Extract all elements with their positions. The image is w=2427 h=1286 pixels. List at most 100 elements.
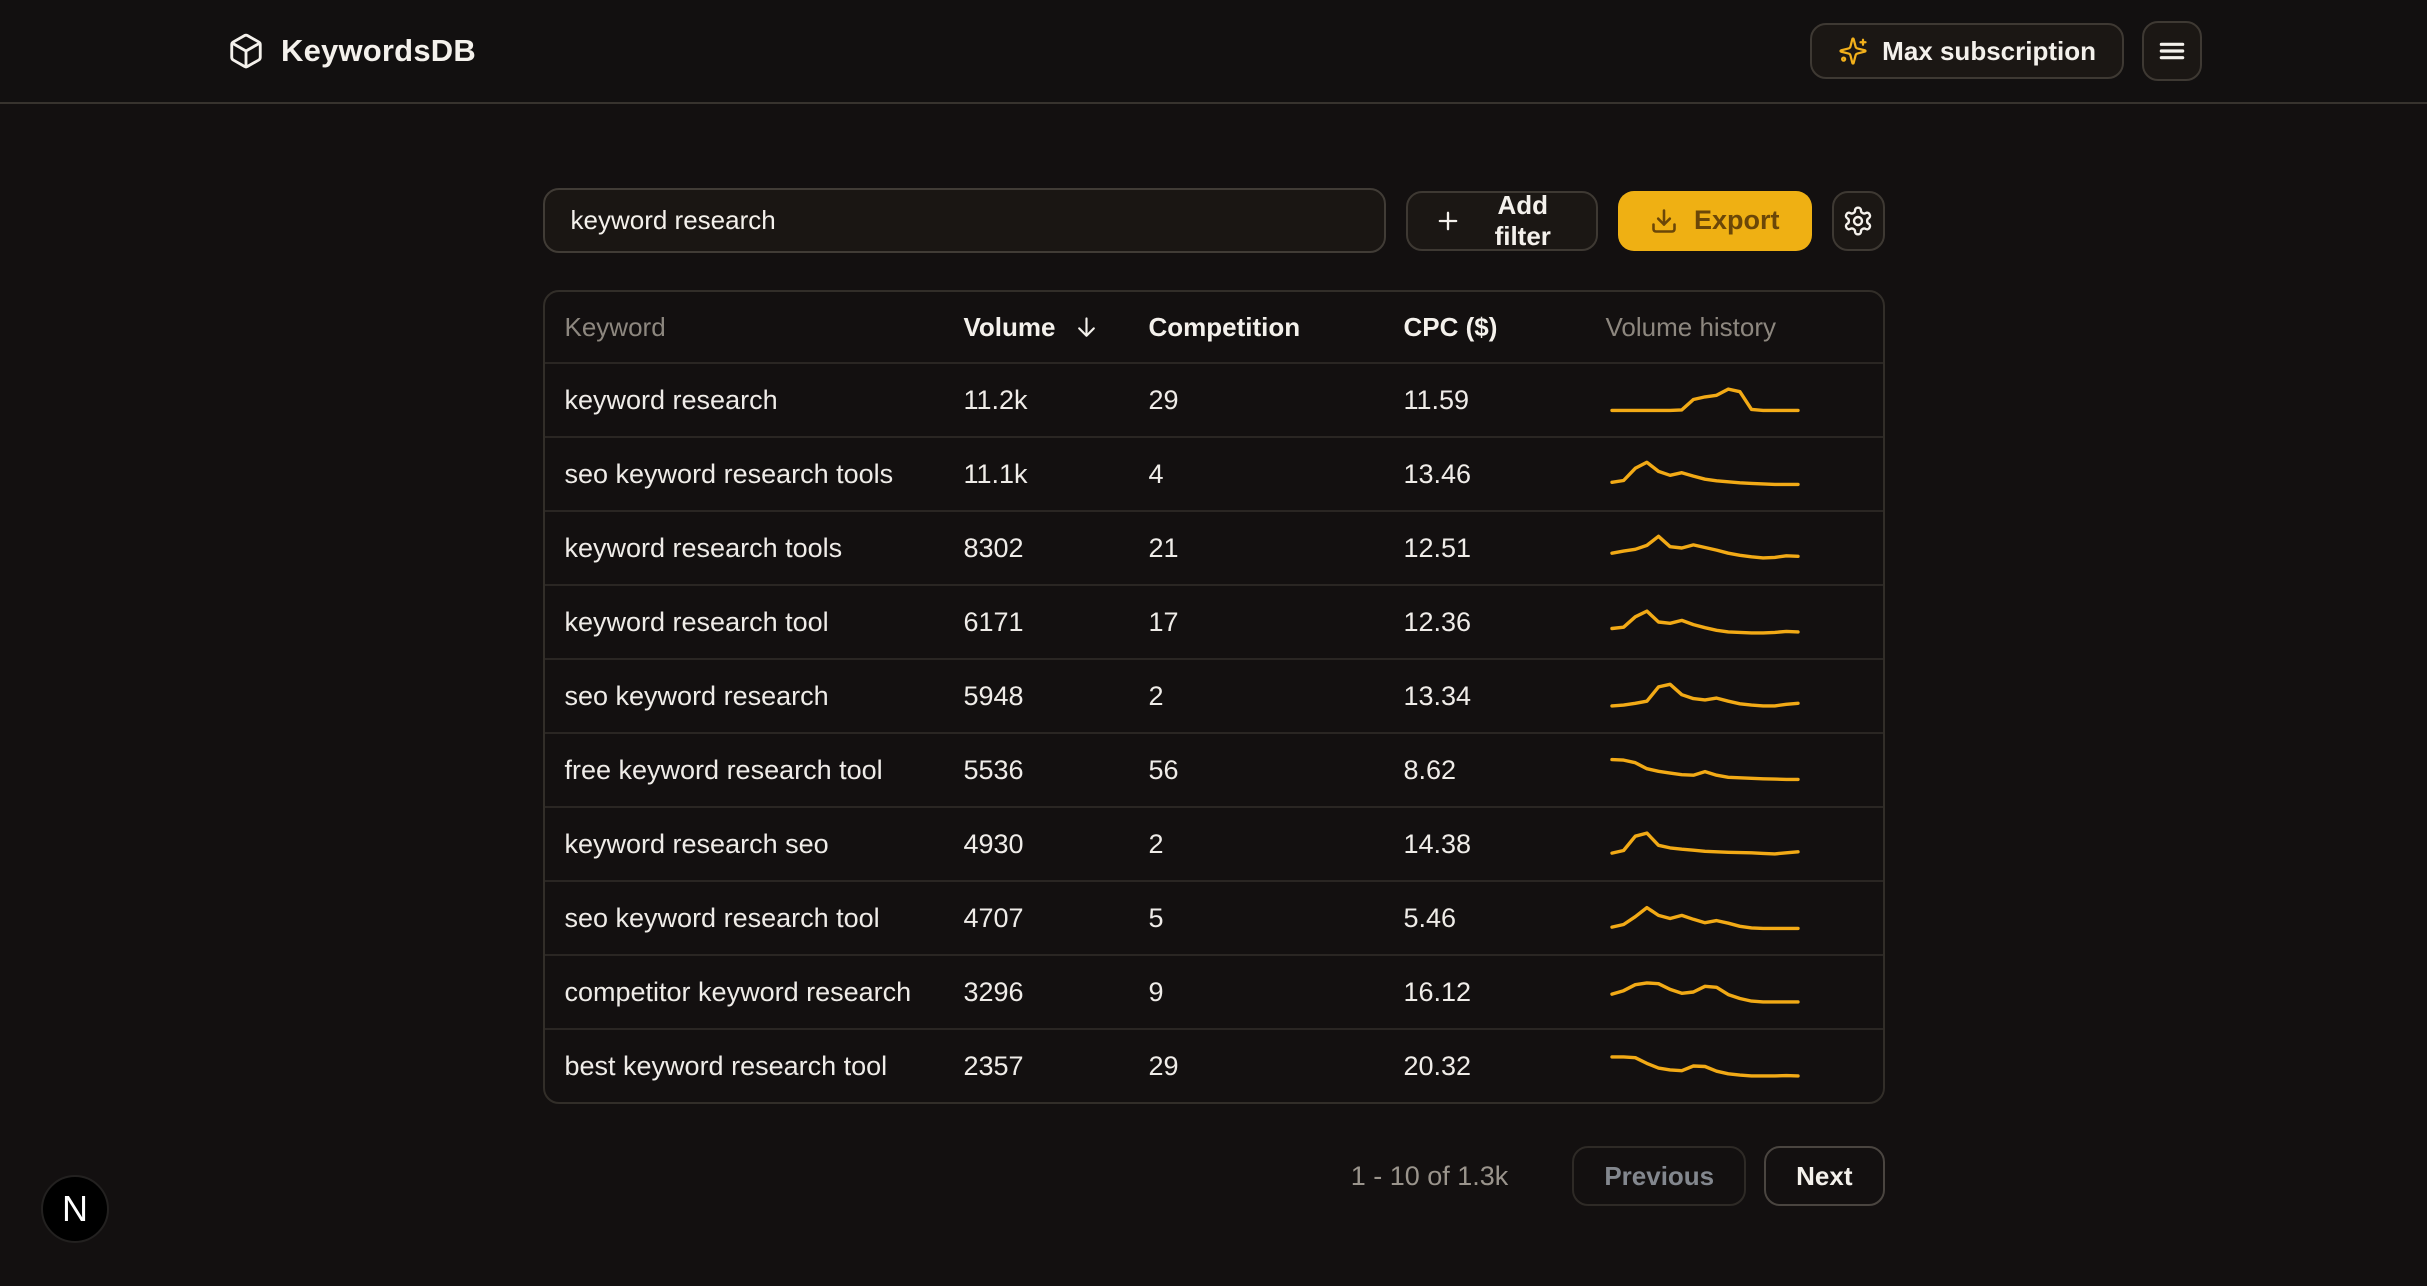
sort-arrow-down-icon xyxy=(1073,314,1100,341)
competition-cell: 21 xyxy=(1149,533,1404,564)
keywords-table: Keyword Volume Competition CPC ($) Volum… xyxy=(543,290,1885,1104)
column-header-label: Volume history xyxy=(1606,312,1777,343)
cube-logo-icon xyxy=(227,32,265,70)
table-row[interactable]: seo keyword research tool 4707 5 5.46 xyxy=(545,880,1883,954)
keyword-cell: best keyword research tool xyxy=(565,1051,964,1082)
table-row[interactable]: competitor keyword research 3296 9 16.12 xyxy=(545,954,1883,1028)
previous-page-button[interactable]: Previous xyxy=(1572,1146,1746,1206)
volume-history-sparkline xyxy=(1606,531,1863,565)
settings-button[interactable] xyxy=(1832,191,1885,251)
table-row[interactable]: keyword research 11.2k 29 11.59 xyxy=(545,362,1883,436)
max-subscription-label: Max subscription xyxy=(1882,36,2096,67)
max-subscription-button[interactable]: Max subscription xyxy=(1810,23,2124,79)
competition-cell: 56 xyxy=(1149,755,1404,786)
column-header-label: Competition xyxy=(1149,312,1301,343)
top-bar: KeywordsDB Max subscription xyxy=(0,0,2427,104)
volume-cell: 2357 xyxy=(964,1051,1149,1082)
cpc-cell: 11.59 xyxy=(1404,385,1606,416)
add-filter-label: Add filter xyxy=(1476,190,1571,252)
keyword-cell: seo keyword research tool xyxy=(565,903,964,934)
keyword-cell: free keyword research tool xyxy=(565,755,964,786)
volume-cell: 4707 xyxy=(964,903,1149,934)
keyword-search-input[interactable] xyxy=(543,188,1386,253)
column-header-label: Volume xyxy=(964,312,1056,343)
column-header-label: Keyword xyxy=(565,312,666,343)
column-header-keyword: Keyword xyxy=(565,312,964,343)
plus-icon xyxy=(1434,207,1462,235)
table-row[interactable]: keyword research seo 4930 2 14.38 xyxy=(545,806,1883,880)
export-button[interactable]: Export xyxy=(1618,191,1812,251)
add-filter-button[interactable]: Add filter xyxy=(1406,191,1599,251)
keyword-cell: keyword research xyxy=(565,385,964,416)
result-range-label: 1 - 10 of 1.3k xyxy=(1351,1161,1509,1192)
hamburger-icon xyxy=(2156,35,2188,67)
cpc-cell: 12.51 xyxy=(1404,533,1606,564)
keyword-cell: keyword research tool xyxy=(565,607,964,638)
competition-cell: 4 xyxy=(1149,459,1404,490)
competition-cell: 2 xyxy=(1149,681,1404,712)
column-header-volume[interactable]: Volume xyxy=(964,312,1149,343)
table-row[interactable]: keyword research tool 6171 17 12.36 xyxy=(545,584,1883,658)
volume-cell: 11.1k xyxy=(964,459,1149,490)
volume-history-sparkline xyxy=(1606,383,1863,417)
toolbar: Add filter Export xyxy=(543,188,1885,253)
export-label: Export xyxy=(1694,205,1780,236)
volume-history-sparkline xyxy=(1606,975,1863,1009)
table-row[interactable]: best keyword research tool 2357 29 20.32 xyxy=(545,1028,1883,1102)
volume-cell: 8302 xyxy=(964,533,1149,564)
table-body: keyword research 11.2k 29 11.59 seo keyw… xyxy=(545,362,1883,1102)
volume-history-sparkline xyxy=(1606,605,1863,639)
keyword-cell: keyword research tools xyxy=(565,533,964,564)
menu-button[interactable] xyxy=(2142,21,2202,81)
table-row[interactable]: keyword research tools 8302 21 12.51 xyxy=(545,510,1883,584)
column-header-volume-history: Volume history xyxy=(1606,312,1863,343)
keyword-cell: seo keyword research xyxy=(565,681,964,712)
table-row[interactable]: seo keyword research tools 11.1k 4 13.46 xyxy=(545,436,1883,510)
brand-name: KeywordsDB xyxy=(281,33,476,69)
keyword-cell: seo keyword research tools xyxy=(565,459,964,490)
volume-cell: 4930 xyxy=(964,829,1149,860)
volume-history-sparkline xyxy=(1606,753,1863,787)
competition-cell: 9 xyxy=(1149,977,1404,1008)
volume-cell: 11.2k xyxy=(964,385,1149,416)
cpc-cell: 20.32 xyxy=(1404,1051,1606,1082)
cpc-cell: 13.46 xyxy=(1404,459,1606,490)
top-bar-actions: Max subscription xyxy=(1810,21,2202,81)
competition-cell: 17 xyxy=(1149,607,1404,638)
volume-history-sparkline xyxy=(1606,901,1863,935)
volume-history-sparkline xyxy=(1606,457,1863,491)
table-row[interactable]: seo keyword research 5948 2 13.34 xyxy=(545,658,1883,732)
competition-cell: 5 xyxy=(1149,903,1404,934)
cpc-cell: 14.38 xyxy=(1404,829,1606,860)
cpc-cell: 5.46 xyxy=(1404,903,1606,934)
competition-cell: 29 xyxy=(1149,385,1404,416)
volume-cell: 3296 xyxy=(964,977,1149,1008)
volume-history-sparkline xyxy=(1606,827,1863,861)
download-icon xyxy=(1650,207,1678,235)
volume-cell: 5536 xyxy=(964,755,1149,786)
table-row[interactable]: free keyword research tool 5536 56 8.62 xyxy=(545,732,1883,806)
nextjs-dev-badge[interactable]: N xyxy=(41,1175,109,1243)
gear-icon xyxy=(1842,205,1874,237)
table-header-row: Keyword Volume Competition CPC ($) Volum… xyxy=(545,292,1883,362)
sparkles-icon xyxy=(1838,36,1868,66)
main-content: Add filter Export Keyword Volume xyxy=(543,104,1885,1206)
column-header-cpc-[interactable]: CPC ($) xyxy=(1404,312,1606,343)
volume-history-sparkline xyxy=(1606,679,1863,713)
column-header-competition[interactable]: Competition xyxy=(1149,312,1404,343)
keyword-cell: keyword research seo xyxy=(565,829,964,860)
nextjs-n-logo: N xyxy=(62,1188,88,1230)
keyword-cell: competitor keyword research xyxy=(565,977,964,1008)
competition-cell: 2 xyxy=(1149,829,1404,860)
cpc-cell: 8.62 xyxy=(1404,755,1606,786)
cpc-cell: 13.34 xyxy=(1404,681,1606,712)
column-header-label: CPC ($) xyxy=(1404,312,1498,343)
cpc-cell: 16.12 xyxy=(1404,977,1606,1008)
volume-history-sparkline xyxy=(1606,1049,1863,1083)
brand: KeywordsDB xyxy=(227,32,476,70)
pagination: 1 - 10 of 1.3k Previous Next xyxy=(543,1146,1885,1206)
volume-cell: 5948 xyxy=(964,681,1149,712)
volume-cell: 6171 xyxy=(964,607,1149,638)
next-page-button[interactable]: Next xyxy=(1764,1146,1884,1206)
cpc-cell: 12.36 xyxy=(1404,607,1606,638)
